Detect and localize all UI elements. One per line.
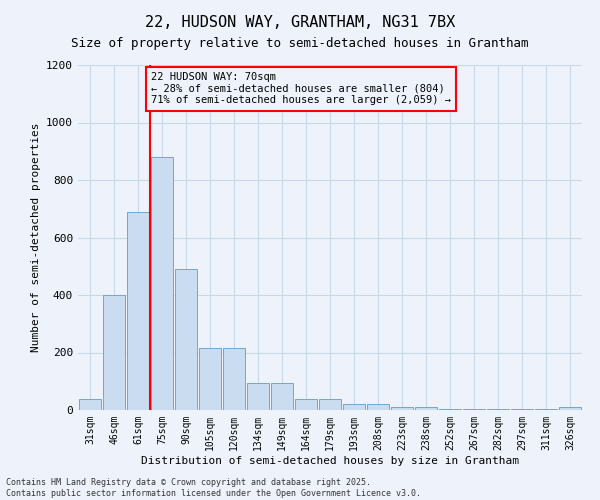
Y-axis label: Number of semi-detached properties: Number of semi-detached properties xyxy=(31,122,41,352)
X-axis label: Distribution of semi-detached houses by size in Grantham: Distribution of semi-detached houses by … xyxy=(141,456,519,466)
Bar xyxy=(295,398,317,410)
Text: Contains HM Land Registry data © Crown copyright and database right 2025.
Contai: Contains HM Land Registry data © Crown c… xyxy=(6,478,421,498)
Bar xyxy=(79,398,101,410)
Bar xyxy=(271,382,293,410)
Bar xyxy=(367,404,389,410)
Text: 22, HUDSON WAY, GRANTHAM, NG31 7BX: 22, HUDSON WAY, GRANTHAM, NG31 7BX xyxy=(145,15,455,30)
Bar xyxy=(559,407,581,410)
Bar xyxy=(151,157,173,410)
Bar xyxy=(319,398,341,410)
Bar xyxy=(487,408,509,410)
Bar xyxy=(463,408,485,410)
Bar xyxy=(223,348,245,410)
Bar xyxy=(343,404,365,410)
Bar xyxy=(415,407,437,410)
Bar xyxy=(535,408,557,410)
Bar xyxy=(175,269,197,410)
Bar xyxy=(127,212,149,410)
Bar xyxy=(247,382,269,410)
Bar xyxy=(199,348,221,410)
Bar xyxy=(511,408,533,410)
Bar xyxy=(103,295,125,410)
Bar xyxy=(391,407,413,410)
Bar xyxy=(439,408,461,410)
Text: Size of property relative to semi-detached houses in Grantham: Size of property relative to semi-detach… xyxy=(71,38,529,51)
Text: 22 HUDSON WAY: 70sqm
← 28% of semi-detached houses are smaller (804)
71% of semi: 22 HUDSON WAY: 70sqm ← 28% of semi-detac… xyxy=(151,72,451,106)
